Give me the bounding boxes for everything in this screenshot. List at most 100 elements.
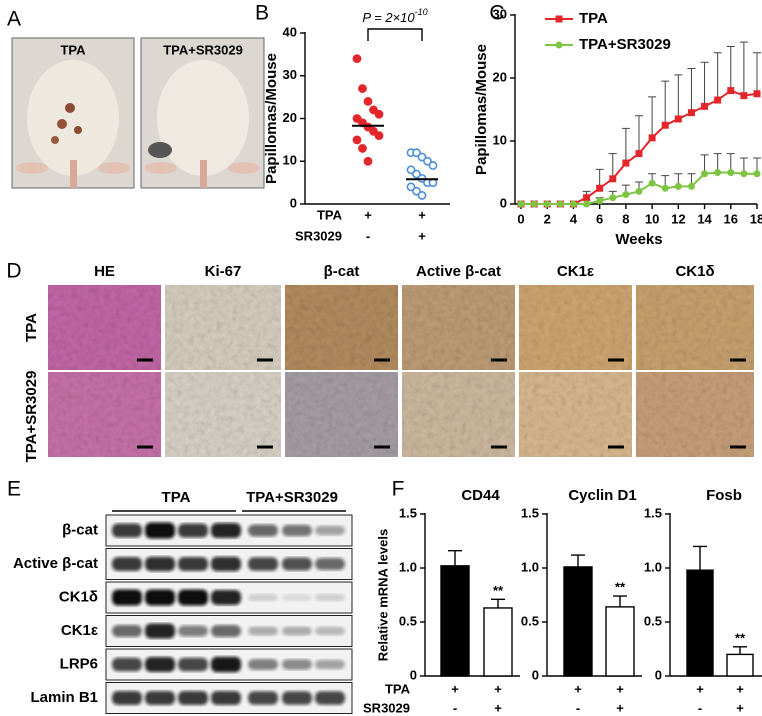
y-tick-label: 1.0 xyxy=(644,559,662,574)
blot-band xyxy=(315,525,345,536)
p-value-text: P = 2×10 xyxy=(362,10,415,25)
blot-band xyxy=(282,659,312,670)
blot-band xyxy=(315,691,345,705)
error-bar xyxy=(608,153,617,179)
marker xyxy=(609,194,617,202)
x-tick-label: 12 xyxy=(671,211,685,226)
blot-band xyxy=(248,593,278,602)
treatment-mark: - xyxy=(576,700,580,715)
micrograph-texture xyxy=(285,372,398,457)
y-tick-label: 1.5 xyxy=(399,505,417,520)
treatment-mark: - xyxy=(698,700,702,715)
treatment-mark: + xyxy=(451,681,459,696)
micrograph-texture xyxy=(48,372,161,457)
blot-band xyxy=(145,589,175,606)
chart-title: Fosb xyxy=(706,487,742,504)
marker xyxy=(517,200,525,208)
blot-band xyxy=(248,524,278,537)
blot-band xyxy=(112,557,142,571)
blot-band xyxy=(211,656,241,673)
blot-band xyxy=(282,557,312,571)
y-tick-label: 0.5 xyxy=(521,613,539,628)
blot-band xyxy=(282,524,312,537)
blot-band xyxy=(145,556,175,572)
bar xyxy=(605,606,635,677)
y-tick-label: 40 xyxy=(283,24,297,39)
treatment-mark: + xyxy=(616,700,624,715)
marker xyxy=(714,169,722,176)
row-label: TPA+SR3029 xyxy=(23,371,40,463)
data-point xyxy=(406,182,416,192)
data-point xyxy=(406,165,416,175)
data-point xyxy=(412,169,421,179)
data-point xyxy=(363,97,373,106)
marker xyxy=(740,170,748,178)
marker xyxy=(687,182,695,190)
panel-label: D xyxy=(6,260,21,283)
data-point xyxy=(352,114,362,123)
blot-band xyxy=(315,659,345,670)
data-point xyxy=(352,54,362,64)
row-label: Lamin B1 xyxy=(30,689,98,706)
micrograph-texture xyxy=(402,372,515,457)
column-label: β-cat xyxy=(324,263,360,280)
marker xyxy=(648,134,656,142)
x-tick-label: 2 xyxy=(544,211,551,226)
marker xyxy=(687,109,695,117)
blot-band xyxy=(248,691,278,705)
marker xyxy=(753,170,761,178)
blot-band xyxy=(178,625,208,637)
treatment-mark: - xyxy=(453,700,457,715)
marker xyxy=(635,187,643,195)
marker xyxy=(583,194,591,202)
data-point xyxy=(369,105,378,115)
y-axis-label: Relative mRNA levels xyxy=(375,529,390,661)
blot-band xyxy=(112,691,142,705)
x-tick-label: 10 xyxy=(645,211,659,226)
blot-band xyxy=(145,691,175,705)
group-label: TPA+SR3029 xyxy=(246,489,338,506)
bar xyxy=(563,566,593,677)
x-tick-label: 16 xyxy=(724,211,738,226)
blot-band xyxy=(145,657,175,672)
blot-band xyxy=(112,589,142,606)
y-tick-label: 1.0 xyxy=(521,559,539,574)
marker xyxy=(596,197,604,205)
data-point xyxy=(412,186,421,196)
marker xyxy=(556,200,564,208)
error-bar xyxy=(726,46,735,91)
marker xyxy=(661,184,669,192)
micrograph-texture xyxy=(636,372,754,457)
blot-band xyxy=(112,625,142,637)
error-bar xyxy=(448,550,462,566)
y-tick-label: 0.5 xyxy=(644,613,662,628)
marker xyxy=(674,182,682,190)
data-point xyxy=(417,152,427,162)
marker xyxy=(701,170,709,178)
blot-band xyxy=(178,589,208,606)
treatment-mark: + xyxy=(696,681,704,696)
data-point xyxy=(428,161,438,170)
blot-band xyxy=(315,593,345,602)
y-tick-label: 1.5 xyxy=(521,505,539,520)
treatment-mark: + xyxy=(364,207,372,222)
marker xyxy=(530,200,538,208)
significance-label: ** xyxy=(615,580,626,595)
x-axis-label: Weeks xyxy=(615,231,662,248)
column-label: Ki-67 xyxy=(205,263,242,280)
y-tick-label: 0.5 xyxy=(399,613,417,628)
data-point xyxy=(417,191,427,200)
y-tick-label: 0 xyxy=(500,195,507,210)
data-point xyxy=(374,131,384,140)
error-bar xyxy=(648,96,657,138)
marker xyxy=(701,102,709,110)
micrograph-texture xyxy=(519,372,632,457)
column-label: HE xyxy=(94,263,115,280)
photo-label: TPA xyxy=(60,42,86,57)
error-bar xyxy=(700,61,709,107)
photo-tpa xyxy=(11,37,135,189)
error-bar xyxy=(635,115,643,154)
y-tick-label: 30 xyxy=(493,6,507,21)
row-label: CK1δ xyxy=(59,588,98,605)
